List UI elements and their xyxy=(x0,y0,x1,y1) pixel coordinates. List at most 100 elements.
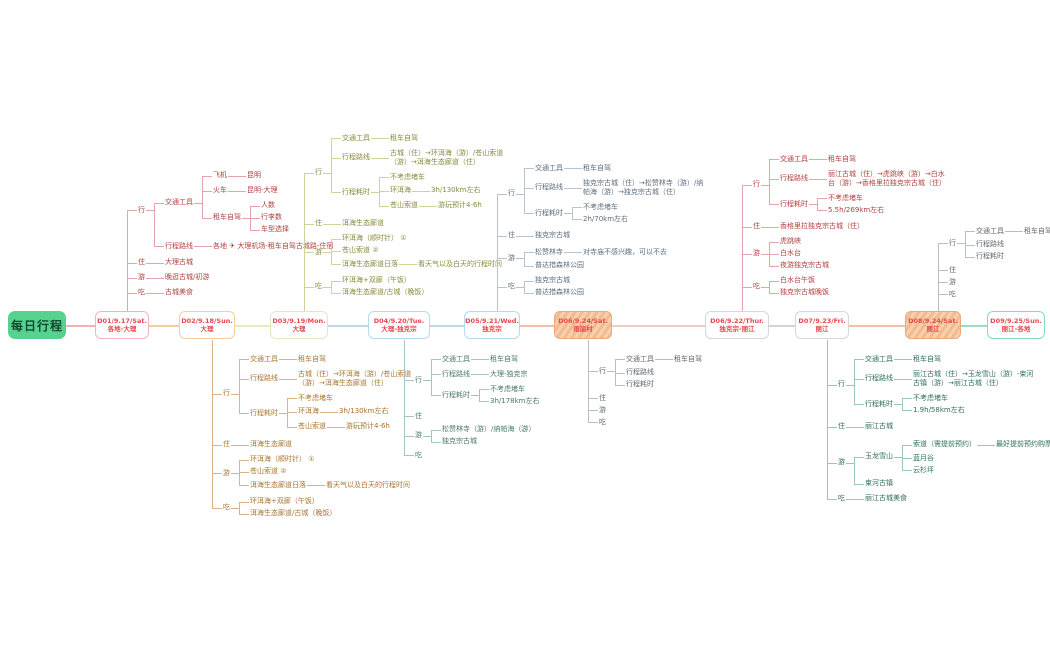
topic-label[interactable]: 住 xyxy=(223,440,230,448)
topic-label[interactable]: 交通工具 xyxy=(442,354,470,363)
topic-label[interactable]: 游 xyxy=(508,253,515,262)
topic-label[interactable]: 3h/130km左右 xyxy=(431,186,481,194)
topic-label[interactable]: 游 xyxy=(138,273,145,281)
topic-label[interactable]: 普达措森林公园 xyxy=(535,261,584,269)
topic-label[interactable]: 行 xyxy=(415,375,422,384)
topic-label[interactable]: 火车 xyxy=(213,186,227,194)
topic-label[interactable]: 行 xyxy=(949,238,956,247)
day-topic[interactable]: D06/9.22/Thur. 独克宗-丽江 xyxy=(705,311,769,339)
topic-label[interactable]: 独克宗古城 xyxy=(535,276,570,284)
topic-label[interactable]: 不考虑堵车 xyxy=(298,393,333,402)
topic-label[interactable]: 古城（住）→环洱海（游）/苍山索道（游）→洱海生态廊道（住） xyxy=(390,148,504,166)
topic-label[interactable]: 交通工具 xyxy=(780,154,808,163)
topic-label[interactable]: 行程路线 xyxy=(165,241,193,250)
topic-label[interactable]: 3h/178km左右 xyxy=(490,396,540,405)
topic-label[interactable]: 云杉坪 xyxy=(913,465,934,474)
topic-label[interactable]: 游 xyxy=(223,468,230,477)
topic-label[interactable]: 行程耗时 xyxy=(865,399,893,408)
topic-label[interactable]: 丽江古城美食 xyxy=(865,494,907,502)
topic-label[interactable]: 行程路线 xyxy=(780,174,808,182)
topic-label[interactable]: 丽江古城（住）→虎跳峡（游）→白水台（游）→香格里拉独克宗古城（住） xyxy=(828,169,946,187)
topic-label[interactable]: 交通工具 xyxy=(626,354,654,363)
topic-label[interactable]: 白水台 xyxy=(780,249,801,257)
topic-label[interactable]: 吃 xyxy=(315,282,322,290)
day-topic[interactable]: D07/9.23/Fri. 丽江 xyxy=(795,311,849,339)
topic-label[interactable]: 行程耗时 xyxy=(626,380,654,388)
topic-label[interactable]: 看天气以及白天的行程时间 xyxy=(326,480,410,489)
day-topic[interactable]: D04/9.20/Tue. 大理-独克宗 xyxy=(368,311,430,339)
topic-label[interactable]: 吃 xyxy=(599,417,606,426)
topic-label[interactable]: 吃 xyxy=(223,503,230,511)
topic-label[interactable]: 行 xyxy=(753,180,760,188)
topic-label[interactable]: 看天气以及白天的行程时间 xyxy=(418,259,502,268)
topic-label[interactable]: 租车自驾 xyxy=(298,354,326,363)
topic-label[interactable]: 束河古镇 xyxy=(865,479,893,487)
topic-label[interactable]: 住 xyxy=(949,265,956,274)
topic-label[interactable]: 松赞林寺 xyxy=(535,247,563,256)
topic-label[interactable]: 行程路线 xyxy=(250,374,278,382)
topic-label[interactable]: 吃 xyxy=(949,289,956,298)
topic-label[interactable]: 松赞林寺（游）/纳帕海（游） xyxy=(442,425,536,433)
topic-label[interactable]: 3h/130km左右 xyxy=(339,407,389,415)
topic-label[interactable]: 行程路线 xyxy=(626,368,654,376)
topic-label[interactable]: 大理-独克宗 xyxy=(490,369,528,378)
topic-label[interactable]: 行 xyxy=(138,205,145,214)
topic-label[interactable]: 环洱海（顺时针） ① xyxy=(342,234,407,242)
topic-label[interactable]: 环洱海+双廊（午饭） xyxy=(250,497,319,505)
topic-label[interactable]: 吃 xyxy=(415,450,422,459)
topic-label[interactable]: 各地 ✈ 大理机场-租车自驾古城路-住宿 xyxy=(213,241,334,250)
topic-label[interactable]: 独克宗古城 xyxy=(535,231,570,239)
topic-label[interactable]: 租车自驾 xyxy=(213,213,241,221)
topic-label[interactable]: 交通工具 xyxy=(342,133,370,142)
root-topic[interactable]: 每日行程 xyxy=(8,311,66,339)
topic-label[interactable]: 洱海生态廊道 xyxy=(342,219,384,227)
topic-label[interactable]: 游 xyxy=(949,277,956,286)
topic-label[interactable]: 大理古城 xyxy=(165,258,193,266)
topic-label[interactable]: 住 xyxy=(138,258,145,266)
topic-label[interactable]: 行程路线 xyxy=(442,369,470,378)
topic-label[interactable]: 租车自驾 xyxy=(828,154,856,163)
topic-label[interactable]: 独克宗古城 xyxy=(442,437,477,445)
topic-label[interactable]: 对寺庙不感兴趣，可以不去 xyxy=(583,247,667,256)
topic-label[interactable]: 交通工具 xyxy=(535,163,563,172)
topic-label[interactable]: 1.9h/58km左右 xyxy=(913,405,965,414)
topic-label[interactable]: 交通工具 xyxy=(976,226,1004,235)
topic-label[interactable]: 租车自驾 xyxy=(583,163,611,172)
topic-label[interactable]: 丽江古城（住）→玉龙雪山（游）-束河古镇（游）→丽江古城（住） xyxy=(913,369,1034,387)
topic-label[interactable]: 吃 xyxy=(838,494,845,502)
topic-label[interactable]: 不考虑堵车 xyxy=(828,193,863,202)
topic-label[interactable]: 行程耗时 xyxy=(780,199,808,208)
topic-label[interactable]: 苍山索道 xyxy=(298,422,326,430)
topic-label[interactable]: 古城（住）→环洱海（游）/苍山索道（游）→洱海生态廊道（住） xyxy=(298,369,412,387)
topic-label[interactable]: 不考虑堵车 xyxy=(390,172,425,181)
topic-label[interactable]: 昆明 xyxy=(247,171,261,179)
topic-label[interactable]: 晚逛古城/初游 xyxy=(165,273,210,281)
topic-label[interactable]: 最好提前预约购票 xyxy=(996,440,1050,448)
topic-label[interactable]: 交通工具 xyxy=(250,354,278,363)
topic-label[interactable]: 租车自驾 xyxy=(1024,226,1050,235)
topic-label[interactable]: 洱海生态廊道/古城（晚饭） xyxy=(250,509,337,517)
topic-label[interactable]: 虎跳峡 xyxy=(780,237,801,245)
topic-label[interactable]: 行程路线 xyxy=(865,374,893,382)
topic-label[interactable]: 行程耗时 xyxy=(535,208,563,217)
topic-label[interactable]: 行程耗时 xyxy=(442,390,470,399)
topic-label[interactable]: 飞机 xyxy=(213,171,227,179)
topic-label[interactable]: 苍山索道 xyxy=(390,201,418,209)
topic-label[interactable]: 香格里拉独克宗古城（住） xyxy=(780,222,864,230)
topic-label[interactable]: 游 xyxy=(753,249,760,257)
topic-label[interactable]: 行 xyxy=(508,189,515,197)
day-topic[interactable]: D08/9.24/Sat. 丽江 xyxy=(905,311,961,339)
topic-label[interactable]: 住 xyxy=(508,231,515,239)
topic-label[interactable]: 游 xyxy=(599,405,606,414)
topic-label[interactable]: 车型选择 xyxy=(261,225,289,233)
topic-label[interactable]: 住 xyxy=(838,422,845,430)
day-topic[interactable]: D05/9.21/Wed. 独克宗 xyxy=(464,311,520,339)
topic-label[interactable]: 租车自驾 xyxy=(390,133,418,142)
topic-label[interactable]: 洱海生态廊道/古城（晚饭） xyxy=(342,288,429,296)
topic-label[interactable]: 不考虑堵车 xyxy=(583,202,618,211)
topic-label[interactable]: 游玩预计4-6h xyxy=(346,422,390,430)
topic-label[interactable]: 行程耗时 xyxy=(250,408,278,417)
topic-label[interactable]: 交通工具 xyxy=(165,198,193,206)
topic-label[interactable]: 游 xyxy=(838,458,845,466)
day-topic[interactable]: D03/9.19/Mon. 大理 xyxy=(270,311,328,339)
